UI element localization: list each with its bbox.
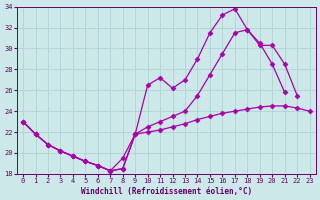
X-axis label: Windchill (Refroidissement éolien,°C): Windchill (Refroidissement éolien,°C): [81, 187, 252, 196]
